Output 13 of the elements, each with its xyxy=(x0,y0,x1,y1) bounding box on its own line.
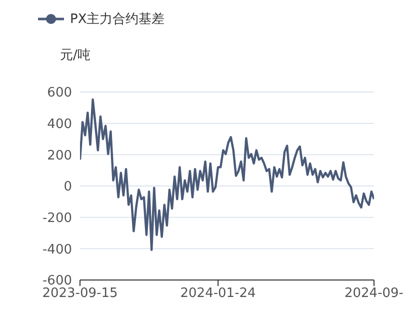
y-tick-label: 600 xyxy=(47,86,72,101)
x-tick-label: 2024-01-24 xyxy=(180,286,256,302)
y-tick-label: 400 xyxy=(47,116,72,132)
y-axis-title: 元/吨 xyxy=(60,47,90,64)
y-tick-label: -200 xyxy=(42,210,72,226)
y-tick-label: 0 xyxy=(64,180,72,195)
y-tick-label: -600 xyxy=(42,274,72,289)
legend-label: PX主力合约基差 xyxy=(70,11,165,28)
y-tick-label: 200 xyxy=(47,148,72,164)
line-series xyxy=(80,98,374,252)
x-tick-label: 2023-09-15 xyxy=(42,286,118,302)
x-tick-label: 2024-09- xyxy=(344,286,404,302)
y-tick-label: -400 xyxy=(42,242,72,258)
